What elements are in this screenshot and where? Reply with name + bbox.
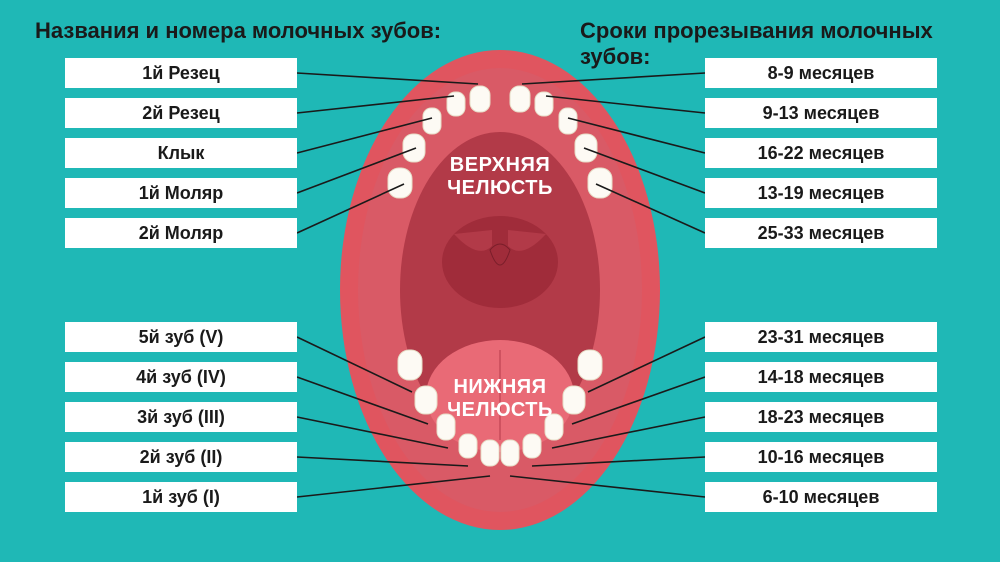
- label-right-lower-4: 6-10 месяцев: [705, 482, 937, 512]
- label-left-lower-1: 4й зуб (IV): [65, 362, 297, 392]
- label-right-lower-0: 23-31 месяцев: [705, 322, 937, 352]
- label-right-upper-3: 13-19 месяцев: [705, 178, 937, 208]
- jaw-label-upper: ВЕРХНЯЯ ЧЕЛЮСТЬ: [420, 154, 580, 200]
- label-left-lower-3: 2й зуб (II): [65, 442, 297, 472]
- label-left-upper-4: 2й Моляр: [65, 218, 297, 248]
- jaw-label-lower: НИЖНЯЯ ЧЕЛЮСТЬ: [420, 376, 580, 422]
- label-right-lower-3: 10-16 месяцев: [705, 442, 937, 472]
- label-right-upper-1: 9-13 месяцев: [705, 98, 937, 128]
- label-left-upper-3: 1й Моляр: [65, 178, 297, 208]
- label-right-upper-2: 16-22 месяцев: [705, 138, 937, 168]
- label-left-upper-0: 1й Резец: [65, 58, 297, 88]
- label-right-lower-2: 18-23 месяцев: [705, 402, 937, 432]
- label-right-upper-0: 8-9 месяцев: [705, 58, 937, 88]
- label-left-lower-2: 3й зуб (III): [65, 402, 297, 432]
- label-right-lower-1: 14-18 месяцев: [705, 362, 937, 392]
- label-left-upper-2: Клык: [65, 138, 297, 168]
- label-left-upper-1: 2й Резец: [65, 98, 297, 128]
- heading-left: Названия и номера молочных зубов:: [35, 18, 441, 44]
- label-left-lower-4: 1й зуб (I): [65, 482, 297, 512]
- label-right-upper-4: 25-33 месяцев: [705, 218, 937, 248]
- label-left-lower-0: 5й зуб (V): [65, 322, 297, 352]
